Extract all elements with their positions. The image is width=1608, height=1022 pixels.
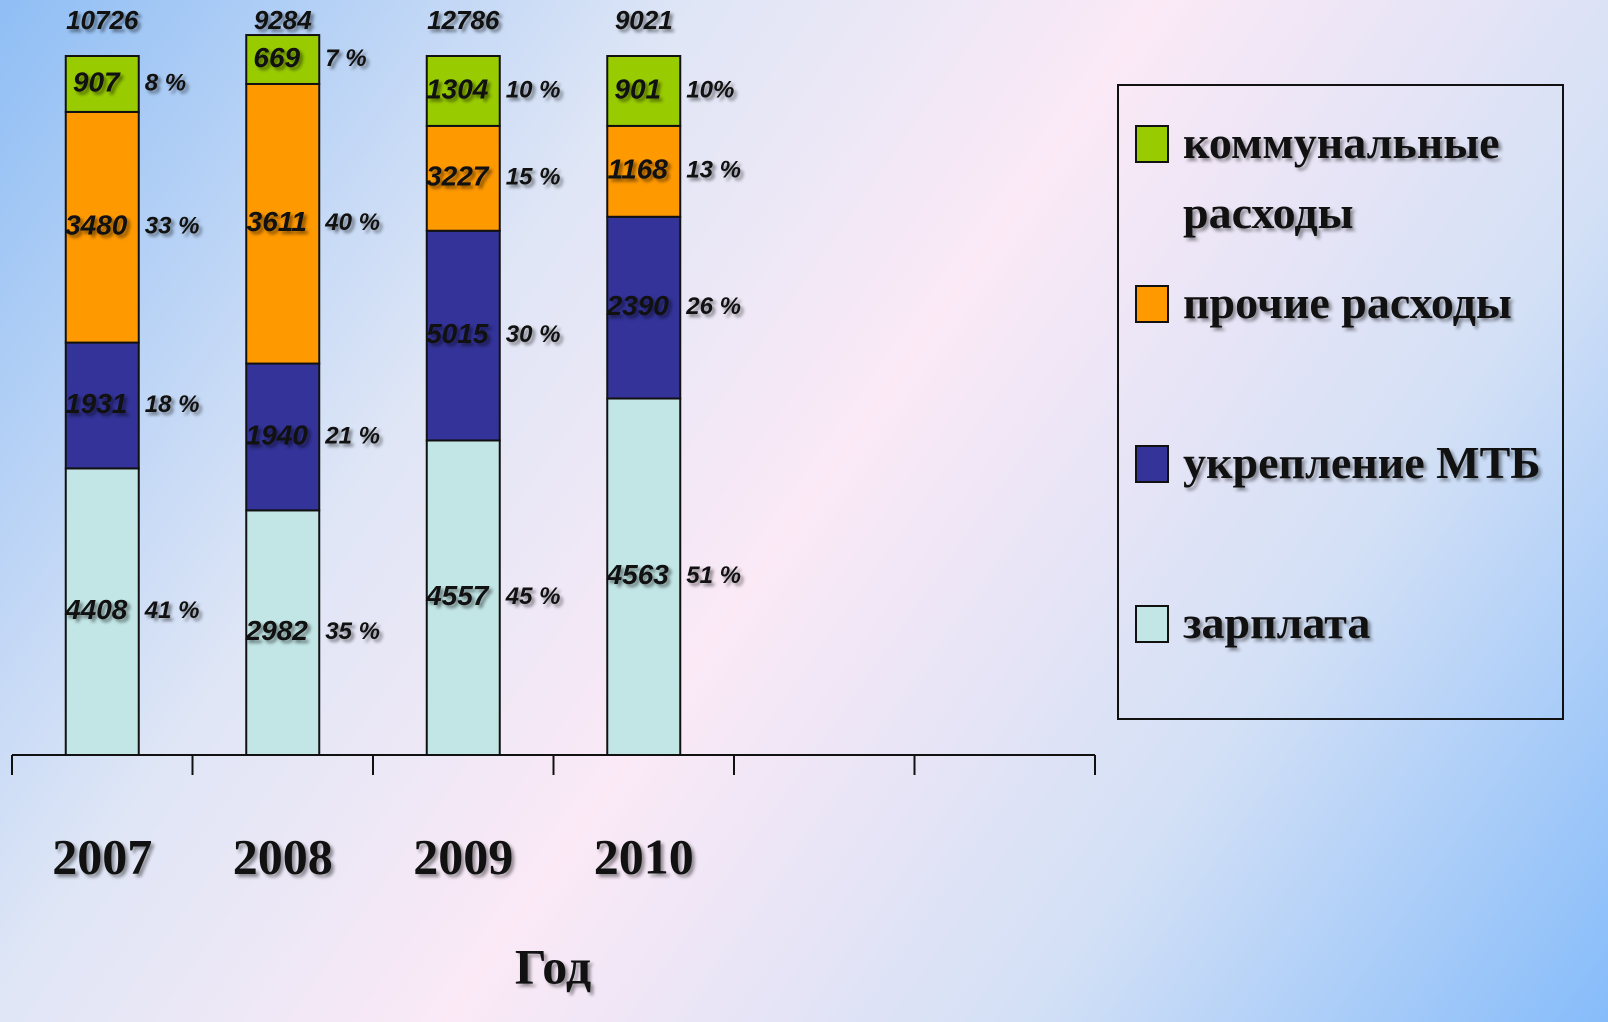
legend-label: коммунальные расходы xyxy=(1183,117,1500,238)
bar-segment xyxy=(425,124,501,232)
percent-label: 45 % xyxy=(505,583,561,610)
amount-label: 669 xyxy=(253,42,300,73)
bar-segment xyxy=(245,34,321,85)
amount-label: 2982 xyxy=(245,615,309,646)
percent-label: 15 % xyxy=(506,164,561,191)
amount-label: 4557 xyxy=(425,580,490,611)
bar-segment xyxy=(606,215,682,400)
percent-label: 35 % xyxy=(325,618,380,645)
percent-label: 10 % xyxy=(506,76,561,103)
bar-segment xyxy=(425,55,501,127)
bar-segment xyxy=(425,439,501,756)
amount-label: 901 xyxy=(614,73,661,104)
bar-segment xyxy=(64,110,140,344)
amount-label: 1168 xyxy=(608,154,669,185)
amount-label: 5015 xyxy=(426,318,489,349)
bar-segment xyxy=(64,467,140,756)
percent-label: 30 % xyxy=(506,321,561,348)
legend-label: укрепление МТБ xyxy=(1183,437,1541,488)
bar-segment xyxy=(425,229,501,442)
bar-segment xyxy=(64,341,140,470)
x-tick-label: 2008 xyxy=(233,828,333,884)
legend-swatch xyxy=(1135,285,1169,323)
amount-label: 1940 xyxy=(246,419,309,450)
percent-label: 51 % xyxy=(686,562,741,589)
bar-segment xyxy=(606,55,682,127)
percent-label: 40 % xyxy=(324,209,380,236)
legend-swatch xyxy=(1135,445,1169,483)
amount-label: 1304 xyxy=(426,73,489,104)
legend-item: коммунальные расходы xyxy=(1133,108,1553,248)
legend-swatch xyxy=(1135,605,1169,643)
legend-item: прочие расходы xyxy=(1133,268,1553,338)
percent-label: 13 % xyxy=(686,157,741,184)
x-tick-label: 2009 xyxy=(413,828,513,884)
amount-label: 3611 xyxy=(247,206,307,237)
legend-label: прочие расходы xyxy=(1183,277,1512,328)
amount-label: 907 xyxy=(73,66,121,97)
total-label: 9284 xyxy=(254,5,312,35)
amount-label: 4563 xyxy=(606,559,670,590)
percent-label: 8 % xyxy=(145,69,186,96)
legend-swatch xyxy=(1135,125,1169,163)
total-label: 12786 xyxy=(427,5,500,35)
x-tick-label: 2010 xyxy=(594,828,694,884)
percent-label: 26 % xyxy=(685,293,741,320)
amount-label: 2390 xyxy=(606,290,670,321)
legend: коммунальные расходы прочие расходы укрепл… xyxy=(1117,84,1564,720)
percent-label: 18 % xyxy=(145,391,200,418)
percent-label: 10% xyxy=(686,76,734,103)
x-axis-label: Год xyxy=(515,938,591,994)
percent-label: 33 % xyxy=(145,213,200,240)
bar-segment xyxy=(245,82,321,365)
amount-label: 3480 xyxy=(65,210,128,241)
legend-item: укрепление МТБ xyxy=(1133,428,1553,498)
bar-segment xyxy=(64,55,140,113)
amount-label: 3227 xyxy=(426,161,490,192)
legend-item: зарплата xyxy=(1133,588,1553,658)
x-tick-label: 2007 xyxy=(52,828,152,884)
bar-segment xyxy=(606,124,682,218)
total-label: 9021 xyxy=(615,5,673,35)
amount-label: 1931 xyxy=(65,388,127,419)
percent-label: 41 % xyxy=(144,597,200,624)
percent-label: 21 % xyxy=(324,422,380,449)
amount-label: 4408 xyxy=(64,594,128,625)
legend-label: зарплата xyxy=(1183,597,1371,648)
bar-segment xyxy=(245,362,321,512)
percent-label: 7 % xyxy=(325,45,366,72)
bar-segment xyxy=(245,509,321,756)
total-label: 10726 xyxy=(66,5,139,35)
